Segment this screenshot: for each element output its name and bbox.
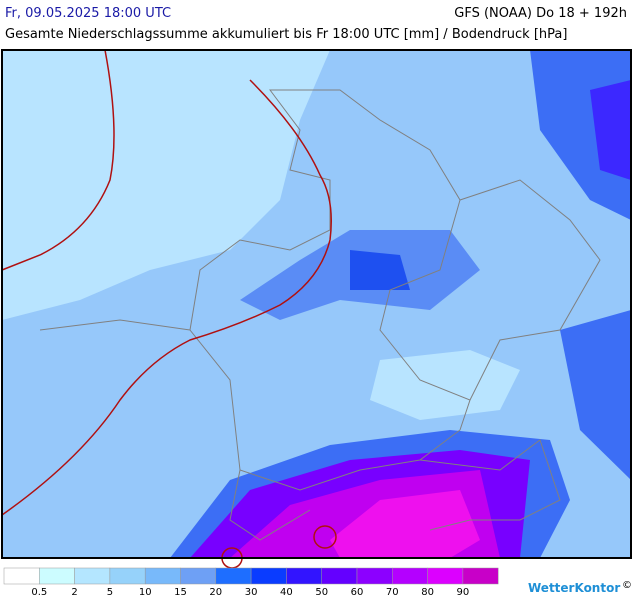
legend-label: 5 [107,587,113,598]
legend-swatch [39,567,75,585]
map-title: Gesamte Niederschlagssumme akkumuliert b… [5,27,568,42]
copyright: © [622,580,632,591]
precip-heavy [350,250,410,290]
borders [39,89,601,541]
legend-label: 20 [209,587,222,598]
legend-label: 90 [457,587,470,598]
legend-swatch [74,567,111,585]
model-run: GFS (NOAA) Do 18 + 192h [454,6,627,21]
legend-swatch [427,567,464,585]
legend-label: 70 [386,587,399,598]
legend-label: 30 [245,587,258,598]
map [1,49,632,569]
precip-heavy [590,80,631,180]
datetime: Fr, 09.05.2025 18:00 UTC [5,6,172,21]
legend-label: 60 [351,587,364,598]
legend-label: 2 [71,587,77,598]
legend-label: 80 [421,587,434,598]
precip-extreme [330,490,480,558]
logo: WetterKontor [528,581,620,595]
legend-label: 0.5 [31,587,47,598]
legend-label: 15 [174,587,187,598]
legend-swatch [286,567,322,585]
legend-swatch [144,567,181,585]
legend-swatch [215,567,252,585]
legend-swatch [180,567,217,585]
legend-swatch [392,567,428,585]
map-frame [1,49,632,559]
legend-swatch [109,567,146,585]
legend-swatch [250,567,287,585]
legend-swatch [321,567,358,585]
legend-swatch [3,567,40,585]
precip-medium [560,310,631,480]
legend-swatch [462,567,499,585]
legend-label: 50 [315,587,328,598]
precip-light [370,350,520,420]
legend: 0.5 2 5 10 15 20 30 40 50 60 70 80 90 [3,567,499,598]
precip-light [2,50,330,320]
legend-label: 10 [139,587,152,598]
legend-swatch [356,567,393,585]
legend-label: 40 [280,587,293,598]
